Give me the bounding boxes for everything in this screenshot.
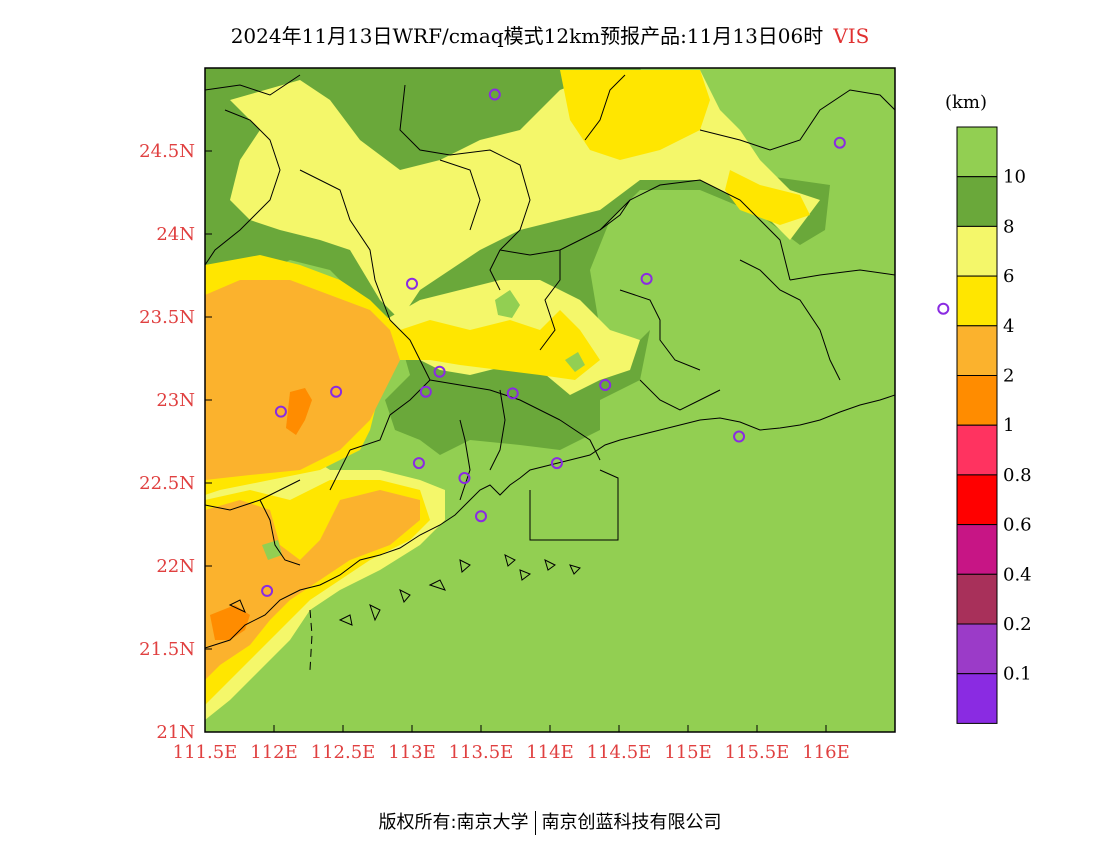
longitude-axis: 111.5E 112E 112.5E 113E 113.5E 114E 114.5E 115E… — [173, 725, 850, 763]
station-marker — [640, 272, 653, 285]
lat-tick-label: 21N — [156, 722, 195, 743]
lat-tick-label: 24.5N — [139, 141, 195, 162]
fill-vis-10-patch-a — [495, 290, 520, 318]
legend-swatch — [956, 573, 998, 625]
chart-title: 2024年11月13日WRF/cmaq模式12km预报产品:11月13日06时 V… — [0, 20, 1100, 49]
legend-swatch — [956, 275, 998, 327]
fill-vis-1-b — [210, 605, 250, 640]
legend-label: 0.1 — [1003, 664, 1032, 685]
station-marker — [550, 457, 563, 470]
fill-vis-4-east — [725, 170, 810, 225]
lat-tick-label: 22.5N — [139, 473, 195, 494]
lon-tick-label: 113E — [388, 742, 436, 763]
lon-tick-label: 113.5E — [449, 742, 514, 763]
legend-swatch — [956, 673, 998, 724]
lat-tick-label: 23.5N — [139, 307, 195, 328]
legend-label: 8 — [1003, 216, 1014, 237]
title-variable: VIS — [833, 24, 870, 48]
station-marker — [419, 385, 432, 398]
color-legend: 10 8 6 4 2 1 0.8 0.6 0.4 0.2 0.1 — [956, 126, 1032, 724]
lon-tick-label: 111.5E — [173, 742, 238, 763]
province-boundaries — [205, 74, 895, 566]
station-marker — [833, 136, 846, 149]
footer-right: 南京创蓝科技有限公司 — [541, 812, 722, 833]
coast-inlet — [529, 469, 619, 541]
legend-swatch — [956, 524, 998, 575]
lon-tick-label: 112.5E — [311, 742, 376, 763]
station-markers — [261, 88, 950, 597]
lat-tick-label: 24N — [156, 224, 195, 245]
islands — [228, 554, 581, 626]
legend-swatch — [956, 375, 998, 426]
station-marker — [412, 457, 425, 470]
legend-swatch — [956, 325, 998, 376]
legend-label: 0.4 — [1003, 564, 1032, 585]
station-marker — [475, 510, 487, 523]
lon-tick-label: 115E — [664, 742, 712, 763]
legend-label: 0.8 — [1003, 465, 1032, 486]
title-main: 2024年11月13日WRF/cmaq模式12km预报产品:11月13日06时 — [230, 24, 824, 48]
station-marker — [433, 365, 446, 378]
legend-swatch — [956, 424, 998, 476]
fill-vis-10-patch-b — [565, 352, 585, 372]
lon-tick-label: 115.5E — [725, 742, 790, 763]
legend-unit: (km) — [945, 92, 987, 113]
legend-label: 6 — [1003, 266, 1014, 287]
footer-divider — [534, 811, 536, 835]
station-marker — [274, 405, 287, 418]
lat-tick-label: 21.5N — [139, 639, 195, 660]
legend-swatch — [956, 176, 998, 227]
legend-swatch — [956, 623, 998, 675]
station-marker — [937, 302, 950, 315]
lat-tick-label: 22N — [156, 556, 195, 577]
coastline — [205, 394, 895, 649]
lon-tick-label: 114E — [526, 742, 574, 763]
legend-label: 1 — [1003, 415, 1014, 436]
fill-vis-4-north — [560, 70, 710, 160]
lon-tick-label: 112E — [250, 742, 298, 763]
legend-swatch — [956, 126, 998, 178]
station-marker — [506, 387, 519, 400]
legend-label: 4 — [1003, 316, 1014, 337]
legend-label: 2 — [1003, 366, 1014, 387]
legend-label: 0.6 — [1003, 515, 1032, 536]
station-marker — [330, 385, 343, 398]
lon-tick-label: 116E — [802, 742, 850, 763]
footer-left: 版权所有:南京大学 — [378, 812, 529, 833]
lon-tick-label: 114.5E — [587, 742, 652, 763]
fill-vis-1-a — [286, 388, 312, 435]
fill-vis-10-patch-c — [262, 540, 282, 560]
station-marker — [733, 430, 746, 443]
legend-swatch — [956, 474, 998, 526]
station-marker — [261, 584, 274, 597]
legend-swatch — [956, 225, 998, 277]
station-marker — [406, 277, 418, 290]
station-marker — [458, 472, 471, 485]
fill-vis-2-west — [205, 280, 400, 480]
station-marker — [599, 379, 612, 392]
footer: 版权所有:南京大学 南京创蓝科技有限公司 — [0, 808, 1100, 835]
map-area — [205, 68, 895, 732]
legend-label: 0.2 — [1003, 614, 1032, 635]
lat-tick-label: 23N — [156, 390, 195, 411]
station-marker — [488, 88, 501, 101]
fill-vis-2-south — [205, 490, 420, 680]
latitude-axis: 21N 21.5N 22N 22.5N 23N 23.5N 24N 24.5N — [139, 141, 212, 743]
legend-label: 10 — [1003, 167, 1026, 188]
